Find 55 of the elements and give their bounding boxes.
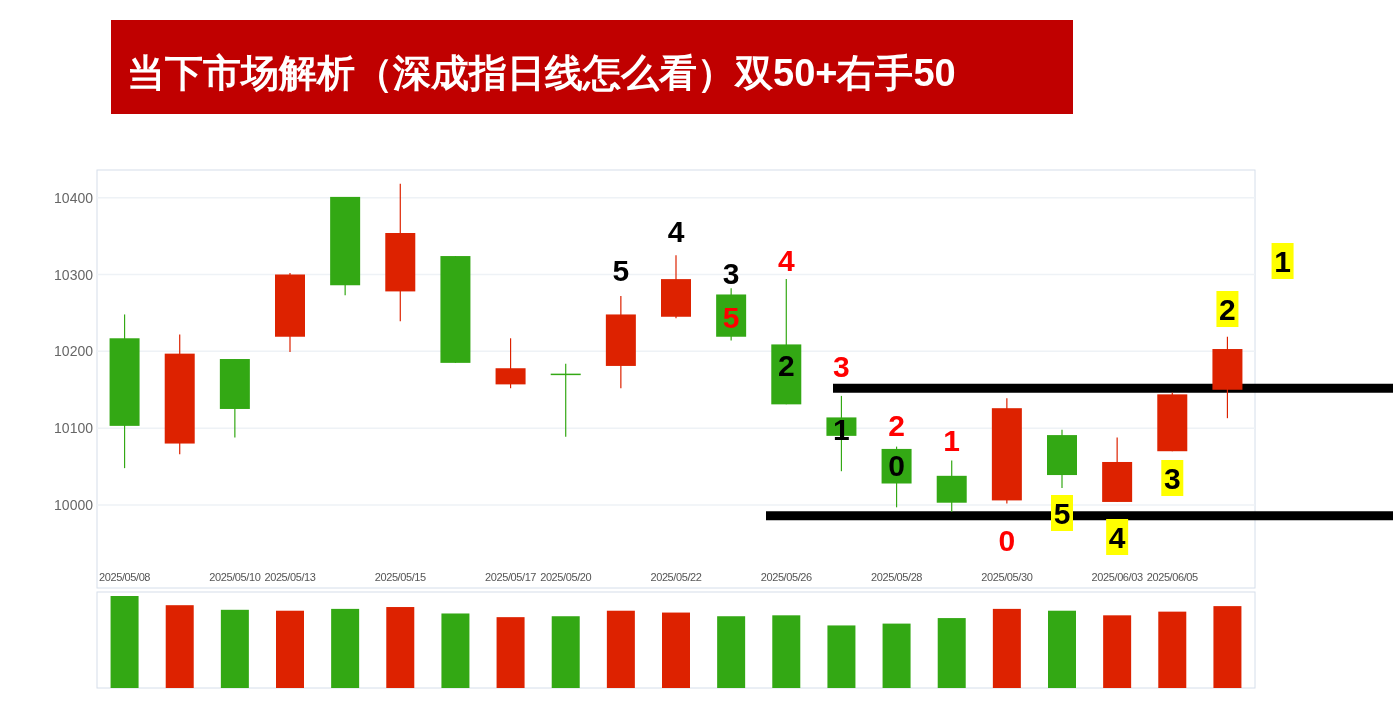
bar (386, 607, 415, 688)
annotation: 2 (888, 409, 905, 442)
bar (606, 610, 635, 688)
x-tick-label: 2025/06/05 (1146, 571, 1199, 583)
bar (551, 616, 580, 688)
bar (165, 605, 194, 688)
x-tick-label: 2025/05/15 (374, 571, 427, 583)
annotation: 3 (833, 350, 850, 383)
x-tick-label: 2025/05/10 (209, 571, 261, 583)
y-tick-label: 10000 (54, 497, 94, 514)
annotation: 5 (1053, 497, 1071, 530)
annotation: 2 (1219, 293, 1236, 326)
x-tick-label: 2025/05/30 (981, 571, 1033, 583)
x-tick-label: 2025/05/20 (540, 571, 592, 583)
annotation: 0 (998, 524, 1016, 557)
annotation: 4 (667, 215, 685, 248)
annotation: 5 (612, 254, 630, 287)
annotation: 4 (1108, 521, 1126, 554)
annotation: 4 (777, 244, 795, 277)
bar (717, 616, 746, 688)
chart-title: 当下市场解析（深成指日线怎么看）双50+右手50 (127, 52, 956, 94)
bar (331, 608, 360, 688)
bar (882, 623, 911, 688)
bar (110, 596, 139, 688)
x-tick-label: 2025/05/26 (760, 571, 813, 583)
bar (1103, 615, 1132, 688)
x-tick-label: 2025/06/03 (1091, 571, 1143, 583)
annotation: 3 (1163, 462, 1181, 495)
x-tick-label: 2025/05/22 (650, 571, 702, 583)
bar (1213, 606, 1242, 688)
bar (772, 615, 801, 688)
bar (441, 613, 470, 688)
x-tick-label: 2025/05/08 (99, 571, 151, 583)
bar (1158, 611, 1187, 688)
bar (662, 612, 690, 688)
annotation: 0 (888, 449, 905, 482)
y-tick-label: 10100 (54, 420, 94, 437)
y-tick-label: 10400 (54, 189, 94, 206)
bar (827, 625, 856, 688)
text: 1 (1274, 245, 1291, 278)
annotation: 3 (722, 257, 740, 290)
annotation: 1 (943, 424, 961, 457)
x-tick-label: 2025/05/13 (264, 571, 316, 583)
annotation: 5 (722, 301, 740, 334)
x-tick-label: 2025/05/17 (485, 571, 537, 583)
bar (496, 617, 525, 688)
bar (992, 608, 1021, 688)
y-tick-label: 10300 (54, 266, 94, 283)
annotation: 2 (777, 349, 795, 382)
x-tick-label: 2025/05/28 (871, 571, 923, 583)
bar (937, 618, 966, 688)
bar (1048, 610, 1076, 688)
bar (220, 609, 249, 688)
bar (276, 610, 304, 688)
y-tick-label: 10200 (54, 343, 94, 360)
